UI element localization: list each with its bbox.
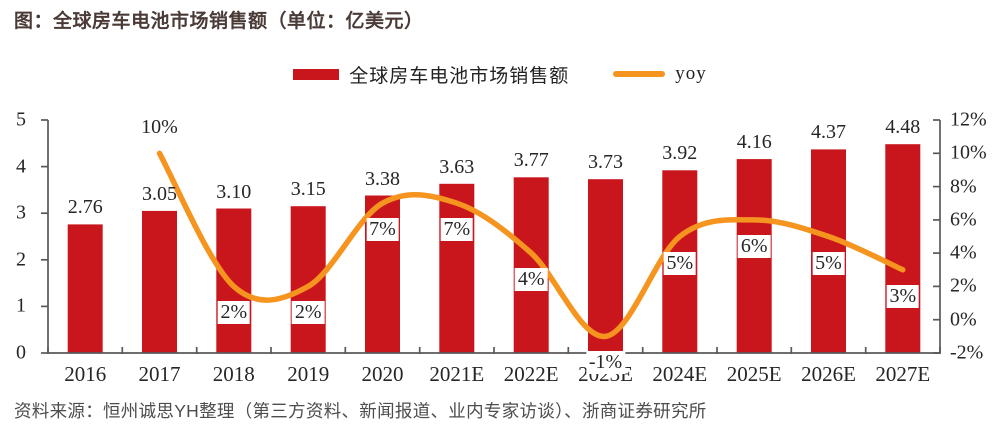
left-axis-label: 0 xyxy=(16,341,26,364)
right-axis-label: 4% xyxy=(950,241,977,264)
category-label: 2019 xyxy=(287,362,330,386)
category-label: 2026E xyxy=(801,362,856,386)
yoy-value-label: 4% xyxy=(514,268,548,292)
category-label: 2024E xyxy=(652,362,708,386)
yoy-value-label: 6% xyxy=(737,234,771,258)
bar-2027E xyxy=(885,144,921,353)
bar-2021E xyxy=(439,183,475,353)
right-axis-label: 10% xyxy=(950,141,987,164)
yoy-value-label: 7% xyxy=(440,218,474,242)
bar-value-label: 3.92 xyxy=(662,142,698,165)
category-label: 2022E xyxy=(503,362,559,386)
legend: 全球房车电池市场销售额 yoy xyxy=(0,60,1000,88)
bar-2023E xyxy=(588,179,623,353)
right-axis-label: 8% xyxy=(950,175,977,198)
left-axis-label: 1 xyxy=(16,294,26,317)
left-axis-label: 3 xyxy=(16,201,26,224)
yoy-value-label: 2% xyxy=(291,301,325,325)
left-axis-label: 5 xyxy=(16,108,26,131)
yoy-value-label: 2% xyxy=(217,301,251,325)
bar-value-label: 4.48 xyxy=(885,116,921,139)
bar-2016 xyxy=(67,224,103,353)
bar-value-label: 3.15 xyxy=(290,178,326,201)
bar-value-label: 2.76 xyxy=(67,196,103,219)
legend-bar-label: 全球房车电池市场销售额 xyxy=(349,65,570,87)
left-axis-label: 2 xyxy=(16,248,26,271)
right-axis-label: 2% xyxy=(950,274,977,297)
left-axis-label: 4 xyxy=(16,155,26,178)
category-label: 2018 xyxy=(212,362,255,386)
figure-title: 图：全球房车电池市场销售额（单位：亿美元） xyxy=(14,11,424,32)
bar-value-label: 3.77 xyxy=(513,149,549,172)
bar-value-label: 3.05 xyxy=(142,182,177,205)
source-note: 资料来源：恒州诚思YH整理（第三方资料、新闻报道、业内专家访谈）、浙商证券研究所 xyxy=(14,401,707,421)
bar-value-label: 3.10 xyxy=(216,180,252,203)
legend-bar-swatch-icon xyxy=(293,68,340,80)
right-axis-label: 0% xyxy=(950,308,977,331)
yoy-value-label: 7% xyxy=(366,218,399,242)
bar-value-label: 3.63 xyxy=(439,155,475,178)
bar-value-label: 4.16 xyxy=(736,131,772,154)
right-axis-label: -2% xyxy=(950,341,984,364)
category-label: 2021E xyxy=(429,362,485,386)
category-label: 2025E xyxy=(726,362,782,386)
bar-2026E xyxy=(811,149,846,353)
category-label: 2020 xyxy=(361,362,404,386)
bar-value-label: 3.73 xyxy=(588,151,623,174)
yoy-line xyxy=(156,150,906,340)
bar-2018 xyxy=(216,208,252,353)
yoy-value-label: 5% xyxy=(663,251,697,275)
legend-line-swatch-icon xyxy=(613,71,666,77)
bar-2017 xyxy=(142,210,177,353)
yoy-value-label: 3% xyxy=(886,284,920,308)
bar-value-label: 3.38 xyxy=(365,167,400,190)
right-axis-label: 6% xyxy=(950,208,977,231)
yoy-value-label: -1% xyxy=(585,351,626,375)
bar-value-label: 4.37 xyxy=(811,121,846,144)
legend-line-label: yoy xyxy=(675,63,707,84)
category-label: 2017 xyxy=(138,362,181,386)
yoy-value-label: 10% xyxy=(138,116,181,140)
category-label: 2016 xyxy=(64,362,107,386)
category-label: 2027E xyxy=(875,362,931,386)
yoy-value-label: 5% xyxy=(812,251,845,275)
right-axis-label: 12% xyxy=(950,108,987,131)
